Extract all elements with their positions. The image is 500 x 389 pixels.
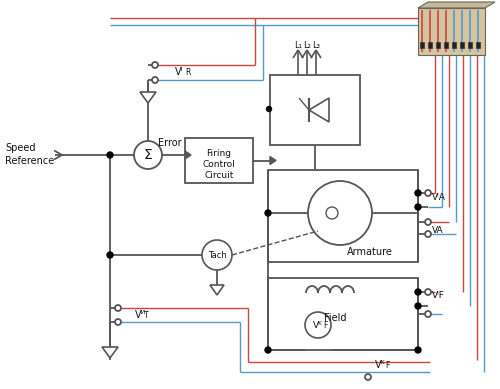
Circle shape: [265, 347, 271, 353]
Circle shape: [266, 107, 272, 112]
Text: VᴵA: VᴵA: [432, 193, 446, 202]
Bar: [268, 170, 418, 262]
Text: Firing: Firing: [206, 149, 232, 158]
Circle shape: [115, 319, 121, 325]
Circle shape: [415, 303, 421, 309]
Polygon shape: [270, 156, 276, 165]
Bar: [270, 75, 360, 145]
Polygon shape: [418, 2, 495, 8]
Circle shape: [425, 311, 431, 317]
Circle shape: [107, 152, 113, 158]
Text: L₃: L₃: [312, 40, 320, 49]
Circle shape: [425, 219, 431, 225]
Text: Control: Control: [202, 159, 235, 168]
Text: T: T: [144, 310, 148, 319]
Circle shape: [415, 190, 421, 196]
Circle shape: [305, 312, 331, 338]
Circle shape: [425, 231, 431, 237]
Polygon shape: [185, 151, 191, 159]
Circle shape: [152, 62, 158, 68]
Bar: [418, 8, 485, 55]
Circle shape: [415, 204, 421, 210]
Circle shape: [202, 240, 232, 270]
Bar: [428, 42, 432, 48]
Circle shape: [134, 141, 162, 169]
Text: VA: VA: [432, 226, 444, 235]
Text: Vᴻ: Vᴻ: [135, 310, 146, 320]
Bar: [185, 138, 253, 183]
Circle shape: [365, 374, 371, 380]
Text: F: F: [323, 321, 327, 329]
Text: VᴵF: VᴵF: [432, 291, 445, 300]
Bar: [268, 278, 418, 350]
Text: Tach: Tach: [208, 251, 227, 259]
Text: Vᴵ: Vᴵ: [175, 67, 184, 77]
Circle shape: [415, 289, 421, 295]
Circle shape: [152, 77, 158, 83]
Circle shape: [265, 210, 271, 216]
Polygon shape: [140, 92, 156, 103]
Bar: [444, 42, 448, 48]
Text: Error: Error: [158, 138, 182, 148]
Bar: [468, 42, 472, 48]
Text: F: F: [385, 361, 389, 370]
Bar: [436, 42, 440, 48]
Circle shape: [326, 207, 338, 219]
Circle shape: [308, 181, 372, 245]
Bar: [476, 42, 480, 48]
Text: R: R: [185, 68, 190, 77]
Polygon shape: [309, 98, 329, 122]
Text: Circuit: Circuit: [204, 170, 234, 179]
Text: Vᴷ: Vᴷ: [374, 360, 386, 370]
Text: L₁: L₁: [294, 40, 302, 49]
Bar: [452, 42, 456, 48]
Circle shape: [425, 289, 431, 295]
Bar: [420, 42, 424, 48]
Polygon shape: [102, 347, 118, 358]
Text: Σ: Σ: [144, 148, 152, 162]
Bar: [460, 42, 464, 48]
Text: Armature: Armature: [347, 247, 393, 257]
Polygon shape: [210, 285, 224, 295]
Circle shape: [107, 252, 113, 258]
Text: Reference: Reference: [5, 156, 54, 166]
Circle shape: [415, 347, 421, 353]
Text: Vᴷ: Vᴷ: [313, 321, 323, 329]
Circle shape: [425, 190, 431, 196]
Circle shape: [115, 305, 121, 311]
Text: Field: Field: [324, 313, 346, 323]
Text: Speed: Speed: [5, 143, 36, 153]
Text: L₂: L₂: [303, 40, 311, 49]
